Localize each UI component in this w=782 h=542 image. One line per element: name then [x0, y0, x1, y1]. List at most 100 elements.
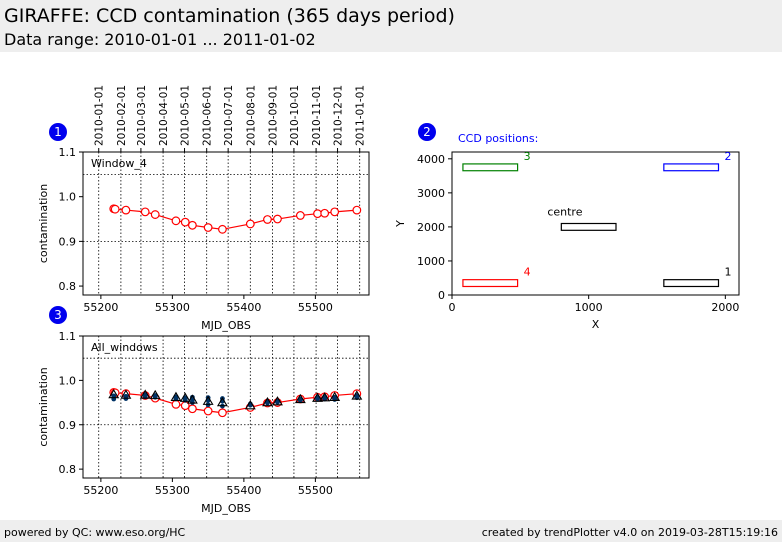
data-point-circle — [140, 207, 150, 217]
data-point-triangle — [170, 391, 182, 401]
ccd-window-rect — [560, 222, 617, 231]
data-point-triangle — [294, 393, 306, 404]
data-point-triangle — [319, 392, 331, 402]
data-point-dot — [315, 395, 320, 401]
x-axis-label: X — [592, 318, 600, 331]
panel-annotation: All_windows — [91, 341, 158, 354]
data-point-triangle — [216, 396, 228, 407]
data-point-triangle — [244, 400, 256, 410]
x-tick-label: 55400 — [226, 484, 261, 497]
panel-badge — [418, 123, 436, 141]
top-date-label: 2010-03-01 — [136, 85, 148, 146]
data-point-dot — [322, 395, 328, 401]
y-axis-label: contamination — [37, 367, 50, 446]
plot-frame — [82, 335, 370, 479]
data-point-dot — [332, 396, 338, 401]
data-point-dot — [123, 394, 129, 400]
panel-badge-number: 1 — [54, 125, 62, 139]
data-point-dot — [297, 397, 303, 403]
top-date-label: 2010-10-01 — [289, 85, 301, 146]
data-point-triangle — [351, 390, 363, 400]
y-tick-label: 0 — [438, 289, 445, 302]
data-point-triangle — [108, 388, 120, 399]
x-tick-label: 55400 — [226, 301, 261, 314]
data-point-circle — [295, 211, 305, 220]
y-tick-label: 3000 — [417, 187, 445, 200]
y-tick-label: 2000 — [417, 221, 445, 234]
y-tick-label: 1.0 — [59, 191, 77, 204]
panel-annotation: Window_4 — [91, 157, 147, 170]
data-point-dot — [189, 397, 195, 403]
x-tick-label: 55500 — [298, 301, 333, 314]
data-point-triangle — [149, 389, 161, 400]
data-point-dot — [182, 396, 188, 402]
panel-badge-number: 3 — [54, 308, 62, 322]
ccd-positions-title: CCD positions: — [458, 132, 538, 145]
data-point-dot — [275, 399, 280, 405]
data-point-circle — [218, 224, 227, 234]
top-date-label: 2010-06-01 — [202, 85, 214, 146]
data-point-circle — [150, 210, 160, 219]
x-tick-label: 55200 — [83, 484, 118, 497]
data-point-circle — [180, 217, 190, 227]
data-point-triangle — [262, 396, 273, 407]
ccd-window-label: 4 — [524, 266, 531, 279]
plot-frame — [82, 151, 370, 296]
data-point-circle — [263, 215, 272, 224]
x-tick-label: 55500 — [298, 484, 333, 497]
data-point-circle — [187, 220, 197, 230]
x-tick-label: 0 — [449, 301, 456, 314]
ccd-window-rect — [462, 279, 519, 288]
x-axis-label: MJD_OBS — [201, 502, 251, 515]
data-point-circle — [203, 223, 213, 232]
y-tick-label: 4000 — [417, 153, 445, 166]
top-date-label: 2010-08-01 — [245, 85, 257, 146]
ccd-window-label: centre — [547, 206, 582, 219]
y-tick-label: 1.0 — [59, 374, 77, 387]
x-tick-label: 55300 — [155, 301, 190, 314]
panel-badge — [49, 123, 67, 141]
ccd-window-label: 1 — [725, 266, 732, 279]
top-date-label: 2010-12-01 — [333, 85, 345, 146]
data-point-circle — [218, 408, 227, 418]
data-point-triangle — [202, 395, 214, 405]
y-tick-label: 1.1 — [59, 146, 77, 159]
data-point-circle — [203, 406, 213, 416]
x-axis-label: MJD_OBS — [201, 319, 251, 332]
ccd-window-label: 2 — [725, 150, 732, 163]
data-point-triangle — [329, 391, 341, 401]
panel-badge — [49, 306, 67, 324]
top-date-label: 2010-05-01 — [180, 85, 192, 146]
x-tick-label: 1000 — [575, 301, 603, 314]
footer-powered-by: powered by QC: www.eso.org/HC — [4, 526, 186, 539]
footer-bar: powered by QC: www.eso.org/HC created by… — [0, 520, 782, 542]
y-tick-label: 1.1 — [59, 330, 77, 343]
data-point-circle — [110, 204, 120, 214]
top-date-label: 2010-02-01 — [116, 85, 128, 146]
data-point-triangle — [139, 389, 151, 399]
data-point-circle — [187, 404, 197, 414]
top-date-label: 2010-01-01 — [94, 85, 106, 146]
data-point-triangle — [312, 392, 323, 402]
top-date-label: 2010-09-01 — [267, 85, 279, 146]
x-tick-label: 55200 — [83, 301, 118, 314]
footer-created-by: created by trendPlotter v4.0 on 2019-03-… — [481, 526, 778, 539]
y-tick-label: 0.8 — [59, 463, 77, 476]
ccd-frame — [451, 151, 740, 296]
data-point-circle — [171, 216, 181, 226]
top-date-label: 2010-07-01 — [223, 85, 235, 146]
y-tick-label: 0.9 — [59, 235, 77, 248]
y-tick-label: 1000 — [417, 255, 445, 268]
x-tick-label: 2000 — [711, 301, 739, 314]
panel-badge-number: 2 — [423, 125, 431, 139]
data-point-circle — [313, 209, 322, 219]
data-point-triangle — [120, 389, 132, 399]
top-date-label: 2011-01-01 — [355, 85, 367, 146]
y-axis-label: contamination — [37, 184, 50, 263]
data-point-circle — [245, 219, 255, 229]
data-point-circle — [273, 214, 282, 224]
data-point-dot — [354, 394, 360, 400]
data-point-circle — [330, 207, 340, 217]
data-point-circle — [320, 208, 330, 218]
